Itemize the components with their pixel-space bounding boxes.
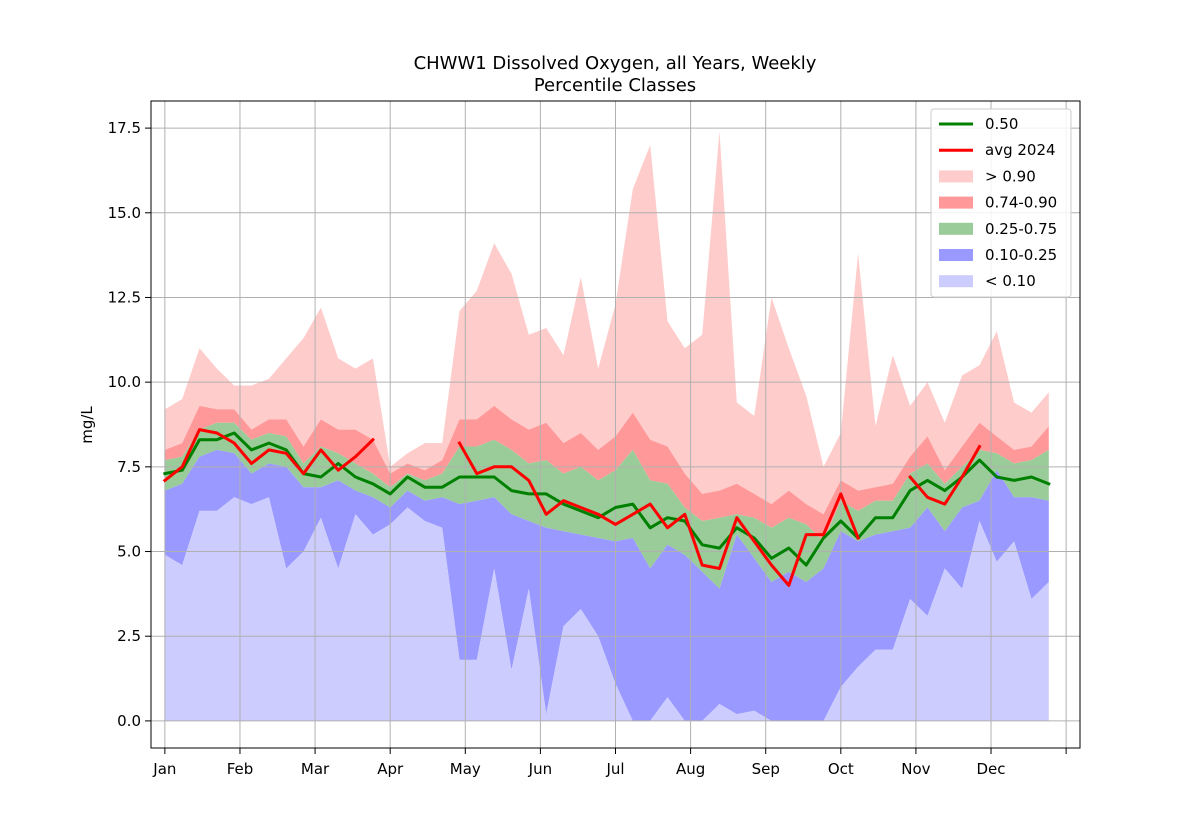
chart-title: CHWW1 Dissolved Oxygen, all Years, Weekl…	[414, 53, 817, 74]
y-tick-label-7: 17.5	[108, 119, 141, 137]
legend-swatch-3	[939, 196, 973, 209]
grid-lines	[151, 101, 1080, 748]
legend-label-1: avg 2024	[985, 141, 1056, 159]
x-tick-label-4: May	[450, 760, 481, 778]
percentile-bands	[164, 131, 1049, 721]
band-0	[164, 131, 1049, 515]
x-tick-label-9: Oct	[828, 760, 854, 778]
band-1	[164, 405, 1049, 542]
x-tick-label-6: Jul	[605, 760, 624, 778]
series-1-line-2	[907, 444, 982, 506]
legend-swatch-2	[939, 170, 973, 183]
legend-label-5: 0.10-0.25	[985, 246, 1057, 264]
x-tick-label-3: Apr	[377, 760, 404, 778]
band-2	[164, 422, 1049, 589]
y-tick-label-6: 15.0	[108, 204, 141, 222]
y-tick-label-3: 7.5	[117, 458, 141, 476]
y-tick-label-2: 5.0	[117, 543, 141, 561]
x-tick-label-11: Dec	[977, 760, 1006, 778]
legend: 0.50 avg 2024 > 0.90 0.74-0.90 0.25-0.75 0.10…	[930, 108, 1072, 298]
legend-label-3: 0.74-0.90	[985, 194, 1057, 212]
series-1-line-1	[457, 441, 861, 587]
y-axis-label: mg/L	[78, 406, 96, 444]
legend-label-4: 0.25-0.75	[985, 220, 1057, 238]
x-tick-label-0: Jan	[152, 760, 176, 778]
series-1-line-0	[162, 428, 376, 483]
series-lines	[162, 428, 1051, 587]
x-tick-label-2: Mar	[301, 760, 330, 778]
legend-swatch-6	[939, 275, 973, 288]
series-0-line-0	[163, 431, 1051, 567]
y-tick-label-5: 12.5	[108, 288, 141, 306]
legend-swatch-5	[939, 249, 973, 261]
band-4	[164, 497, 1049, 721]
band-3	[164, 449, 1049, 721]
x-tick-label-1: Feb	[227, 760, 254, 778]
legend-label-6: < 0.10	[985, 272, 1036, 290]
x-axis: Jan Feb Mar Apr May Jun Jul Aug Sep Oct Nov Dec	[152, 748, 1067, 778]
x-tick-label-5: Jun	[528, 760, 552, 778]
y-tick-label-0: 0.0	[117, 712, 141, 730]
y-axis: 0.0 2.5 5.0 7.5 10.0 12.5 15.0 17.5	[108, 119, 151, 730]
x-tick-label-7: Aug	[676, 760, 705, 778]
legend-swatch-4	[939, 222, 973, 235]
y-tick-label-4: 10.0	[108, 373, 141, 391]
legend-label-2: > 0.90	[985, 167, 1036, 185]
legend-label-0: 0.50	[985, 115, 1018, 133]
chart-subtitle: Percentile Classes	[534, 75, 696, 96]
x-tick-label-10: Nov	[901, 760, 930, 778]
x-tick-label-8: Sep	[752, 760, 780, 778]
y-tick-label-1: 2.5	[117, 627, 141, 645]
